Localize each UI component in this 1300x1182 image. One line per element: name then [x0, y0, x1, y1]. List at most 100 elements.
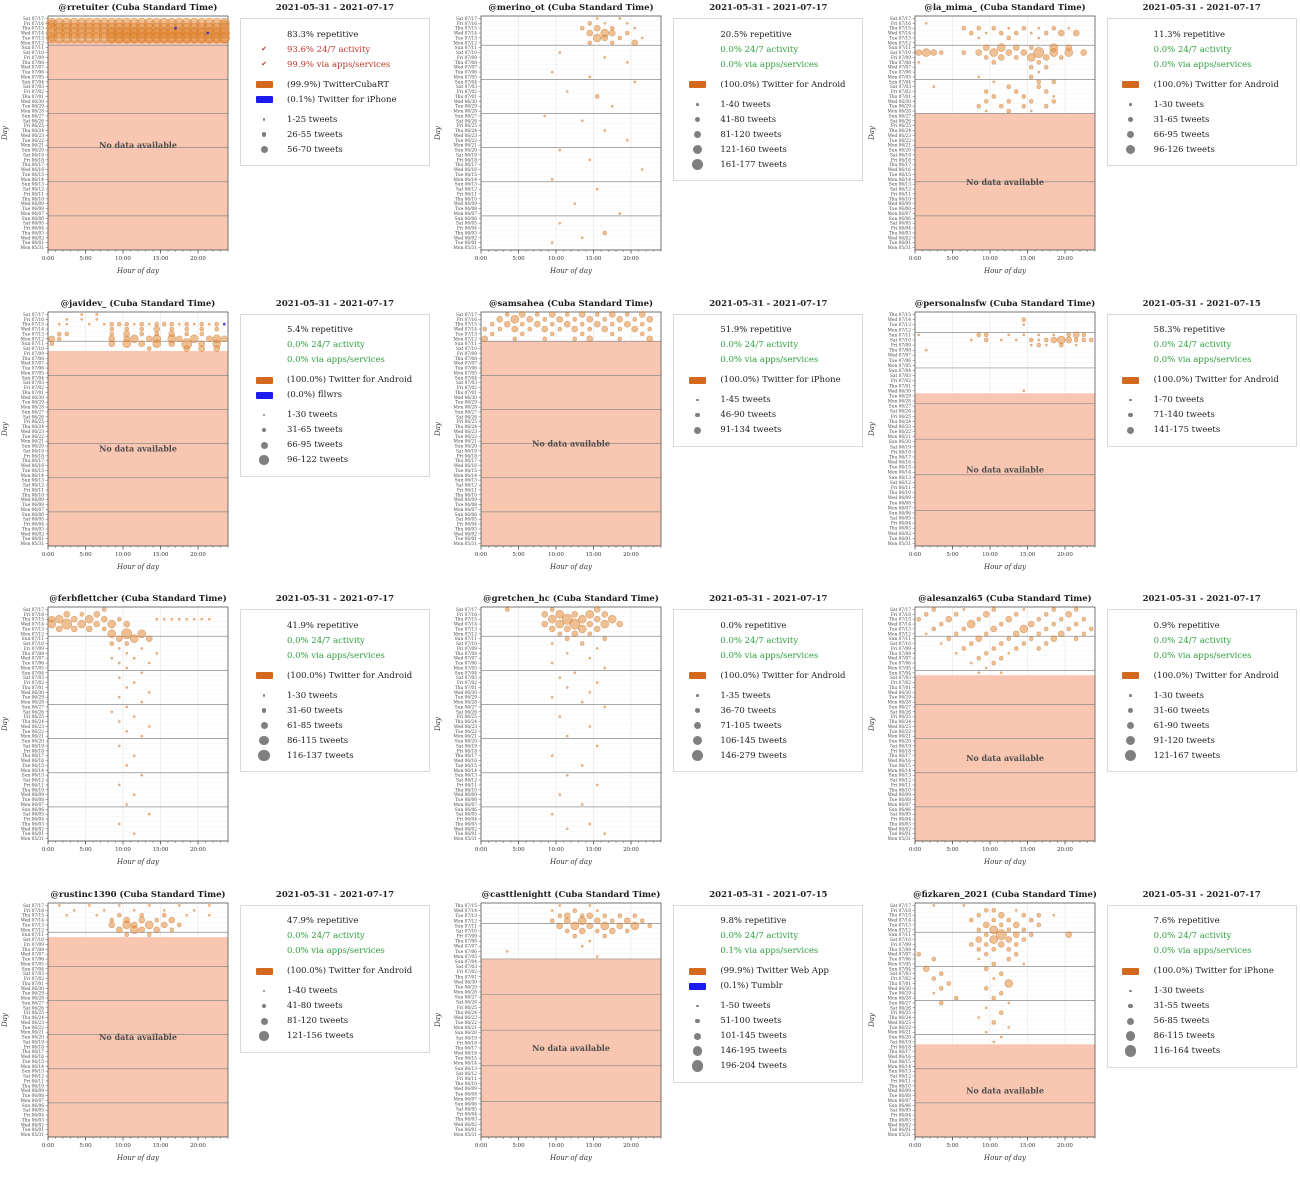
y-axis-day-tick: Sun 07/04: [888, 967, 910, 972]
y-axis-day-tick: Tue 06/22: [22, 434, 44, 439]
y-axis-day-tick: Sun 07/11: [22, 637, 44, 642]
stat-label: 0.0% via apps/services: [1153, 355, 1252, 365]
y-axis-day-tick: Wed 06/23: [454, 429, 477, 434]
tweet-activity-dot: [1044, 343, 1048, 346]
tweet-activity-dot: [932, 85, 935, 88]
x-axis-hour-tick: 10:00: [115, 1143, 131, 1149]
tweet-activity-dot: [162, 908, 166, 912]
tweet-activity-dot: [551, 178, 554, 181]
x-axis-hour-tick: 10:00: [548, 256, 564, 262]
tweet-activity-dot: [566, 827, 569, 831]
legend-card: 20.5% repetitive 0.0% 24/7 activity 0.0% v…: [673, 18, 864, 181]
x-axis-hour-tick: 15:00: [153, 256, 169, 262]
tweet-activity-dot: [557, 913, 563, 918]
tweet-activity-dot: [527, 326, 533, 331]
tweet-activity-dot: [983, 941, 989, 947]
tweet-activity-dot: [519, 310, 526, 318]
tweet-activity-dot: [632, 316, 638, 322]
y-axis-day-tick: Wed 06/23: [454, 134, 477, 139]
y-axis-day-tick: Fri 06/25: [457, 715, 477, 720]
y-axis-day-tick: Sun 07/04: [455, 80, 477, 85]
y-axis-day-tick: Mon 06/14: [454, 178, 478, 183]
tweet-activity-dot: [991, 607, 996, 612]
y-axis-day-tick: Tue 07/06: [455, 662, 477, 667]
y-axis-day-tick: Wed 07/07: [888, 353, 911, 358]
source-label: (99.9%) TwitterCubaRT: [287, 79, 390, 90]
y-axis-day-tick: Thu 07/15: [455, 322, 477, 327]
account-activity-panel: Sat 07/17 Fri 07/16 Thu 07/15 Wed 07/14 Tue …: [867, 0, 1300, 296]
size-legend-row: 146-195 tweets: [674, 1044, 860, 1059]
tweet-count-dot-icon: [1108, 1045, 1154, 1057]
y-axis-day-tick: Fri 06/11: [890, 192, 910, 197]
y-axis-day-tick: Tue 07/06: [889, 957, 911, 962]
tweet-activity-dot: [626, 139, 629, 142]
y-axis-day-tick: Fri 06/04: [890, 818, 910, 823]
tweet-activity-dot: [124, 326, 129, 331]
tweet-activity-dot: [125, 652, 129, 655]
tweet-activity-dot: [1013, 951, 1019, 956]
stat-label: 0.0% via apps/services: [287, 946, 385, 956]
y-axis-day-tick: Sat 06/26: [23, 415, 44, 420]
x-axis-hour-tick: 15:00: [153, 1143, 169, 1149]
x-axis-hour-tick: 10:00: [115, 552, 131, 558]
source-label: (100.0%) Twitter for iPhone: [720, 375, 841, 385]
tweet-activity-dot: [1005, 615, 1012, 623]
y-axis-day-tick: Sat 06/12: [23, 483, 44, 488]
tweet-activity-dot: [140, 700, 144, 704]
y-axis-day-tick: Fri 06/25: [457, 1005, 477, 1010]
tweet-activity-dot: [602, 230, 608, 236]
y-axis-day-tick: Mon 07/12: [887, 632, 911, 637]
tweet-activity-dot: [578, 916, 587, 925]
size-legend-row: 1-30 tweets: [1108, 984, 1294, 999]
tweet-activity-dot: [617, 35, 623, 41]
y-axis-day-tick: Tue 07/13: [22, 332, 44, 337]
size-legend-label: 36-70 tweets: [720, 705, 777, 716]
size-legend-row: 1-40 tweets: [241, 984, 427, 999]
size-legend-row: 31-65 tweets: [241, 423, 427, 438]
tweet-activity-dot: [1043, 89, 1049, 94]
y-axis-day-tick: Thu 07/01: [889, 384, 911, 389]
legend-card: 0.0% repetitive 0.0% 24/7 activity 0.0% vi…: [673, 609, 864, 772]
tweet-activity-dot: [998, 1009, 1004, 1015]
y-axis-label: Day: [868, 716, 876, 732]
stat-row: 0.0% via apps/services: [674, 648, 860, 663]
y-axis-day-tick: Sat 06/05: [23, 517, 44, 522]
y-axis-day-tick: Mon 06/14: [454, 473, 478, 478]
tweet-activity-dot: [640, 918, 645, 923]
tweet-activity-dot: [581, 764, 584, 767]
size-legend-row: 101-145 tweets: [674, 1029, 860, 1044]
tweet-activity-dot: [1080, 49, 1087, 56]
tweet-activity-dot: [600, 921, 610, 930]
y-axis-day-tick: Tue 06/29: [455, 105, 477, 110]
y-axis-day-tick: Fri 06/18: [457, 454, 477, 459]
y-axis-day-tick: Wed 07/14: [454, 327, 477, 332]
size-legend-row: 41-80 tweets: [674, 112, 860, 127]
tweet-activity-dot: [1021, 912, 1026, 917]
x-axis-hour-tick: 15:00: [586, 847, 602, 853]
tweet-activity-dot: [140, 647, 144, 650]
no-data-region: [48, 40, 228, 250]
y-axis-day-tick: Thu 06/03: [889, 526, 911, 531]
size-legend-label: 31-60 tweets: [287, 705, 343, 716]
tweet-activity-dot: [982, 611, 990, 618]
no-data-region: [481, 958, 662, 1137]
tweet-activity-dot: [558, 51, 562, 54]
y-axis-day-tick: Sun 07/04: [455, 671, 477, 676]
y-axis-day-tick: Mon 06/14: [20, 178, 44, 183]
y-axis-day-tick: Sat 06/05: [890, 813, 911, 818]
y-axis-day-tick: Fri 07/02: [24, 681, 44, 686]
y-axis-day-tick: Sun 06/13: [888, 774, 910, 779]
account-activity-panel: Sat 07/17 Fri 07/16 Thu 07/15 Wed 07/14 Tue …: [0, 0, 433, 296]
x-axis-hour-tick: 20:00: [623, 847, 639, 853]
y-axis-day-tick: Thu 06/24: [455, 1010, 477, 1015]
x-axis-label: Hour of day: [549, 1154, 593, 1162]
y-axis-day-tick: Fri 07/02: [457, 681, 477, 686]
tweet-activity-dot: [140, 734, 144, 738]
tweet-count-dot-icon: [1108, 412, 1154, 418]
y-axis-day-tick: Wed 07/14: [21, 327, 44, 332]
tweet-activity-dot: [139, 912, 144, 917]
y-axis-day-tick: Wed 07/14: [454, 32, 477, 37]
